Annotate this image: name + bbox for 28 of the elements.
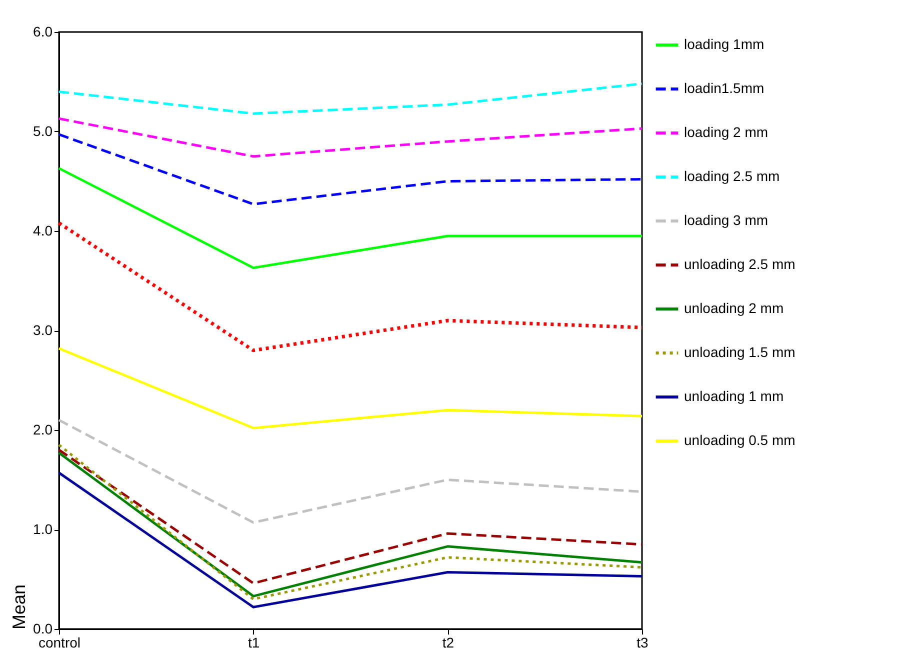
x-tick-label: t1 <box>248 634 260 650</box>
y-tick-label: 3.0 <box>33 322 53 338</box>
y-tick-label: 2.0 <box>33 422 53 438</box>
line-series <box>58 117 644 158</box>
line-series <box>57 221 644 352</box>
line-series <box>58 133 644 206</box>
legend-label: loading 1mm <box>684 36 764 52</box>
legend-label: unloading 2 mm <box>684 300 784 316</box>
legend-label: unloading 1 mm <box>684 388 784 404</box>
y-tick-label: 1.0 <box>33 521 53 537</box>
x-tick-label: t2 <box>442 634 454 650</box>
line-series <box>58 82 644 115</box>
y-axis-title: Mean <box>9 584 30 630</box>
legend-label: unloading 2.5 mm <box>684 256 796 272</box>
x-tick-label: t3 <box>636 634 649 650</box>
legend-label: unloading 1.5 mm <box>684 344 796 360</box>
y-tick-label: 6.0 <box>33 24 53 40</box>
line-series <box>58 472 644 608</box>
x-tick-label: control <box>38 634 81 650</box>
line-series <box>58 347 644 430</box>
y-tick-label: 5.0 <box>33 123 53 139</box>
legend-label: loading 3 mm <box>684 212 768 228</box>
legend-label: loading 2 mm <box>684 124 768 140</box>
y-tick-label: 0.0 <box>33 620 53 636</box>
legend-label: unloading 0.5 mm <box>684 432 796 448</box>
legend-label: loadin1.5mm <box>684 80 764 96</box>
legend-label: loading 2.5 mm <box>684 168 780 184</box>
y-tick-label: 4.0 <box>33 222 53 238</box>
